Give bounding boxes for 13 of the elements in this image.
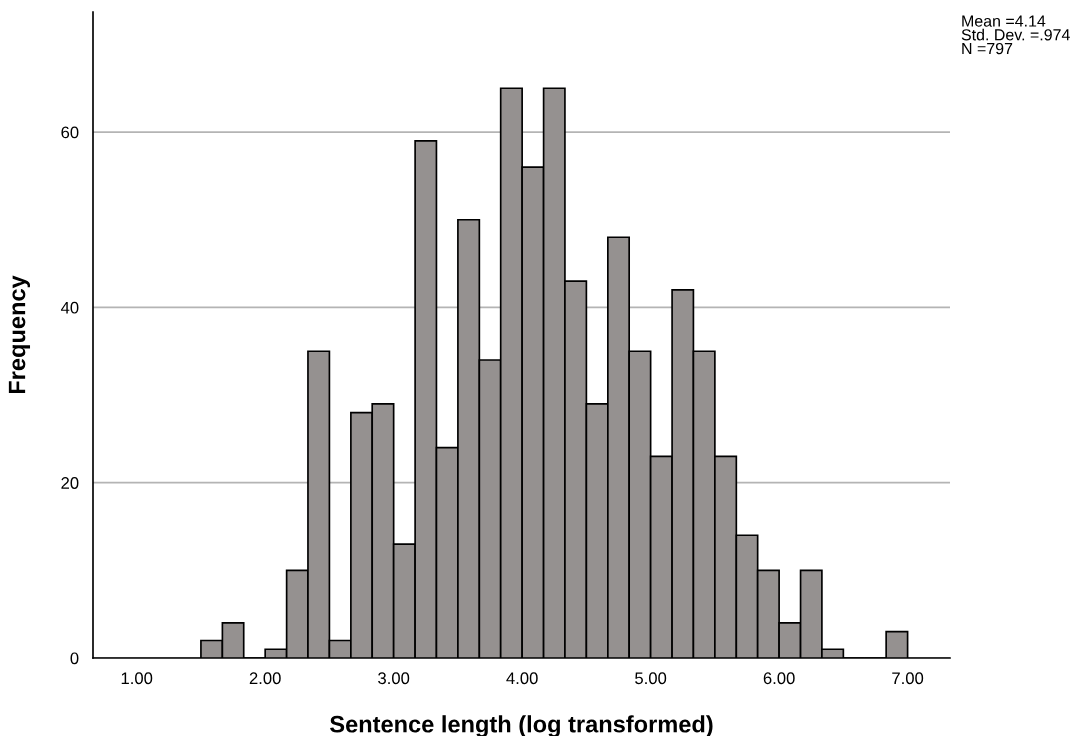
x-tick-label: 3.00 bbox=[378, 672, 410, 685]
x-tick-label: 5.00 bbox=[635, 672, 667, 685]
x-tick-label: 4.00 bbox=[506, 672, 538, 685]
x-tick-label: 6.00 bbox=[763, 672, 795, 685]
y-tick-label: 40 bbox=[60, 301, 79, 314]
y-tick-label: 60 bbox=[61, 126, 79, 139]
y-tick-label: 0 bbox=[70, 652, 79, 665]
y-axis-title: Frequency bbox=[8, 275, 31, 394]
x-tick-label: 7.00 bbox=[892, 672, 924, 685]
x-tick-label: 1.00 bbox=[121, 672, 153, 685]
y-tick-label: 20 bbox=[61, 477, 79, 489]
text: Mean =4.14 Std. Dev. =.974 N =797 bbox=[961, 15, 1070, 55]
x-tick-label: 2.00 bbox=[249, 672, 281, 685]
